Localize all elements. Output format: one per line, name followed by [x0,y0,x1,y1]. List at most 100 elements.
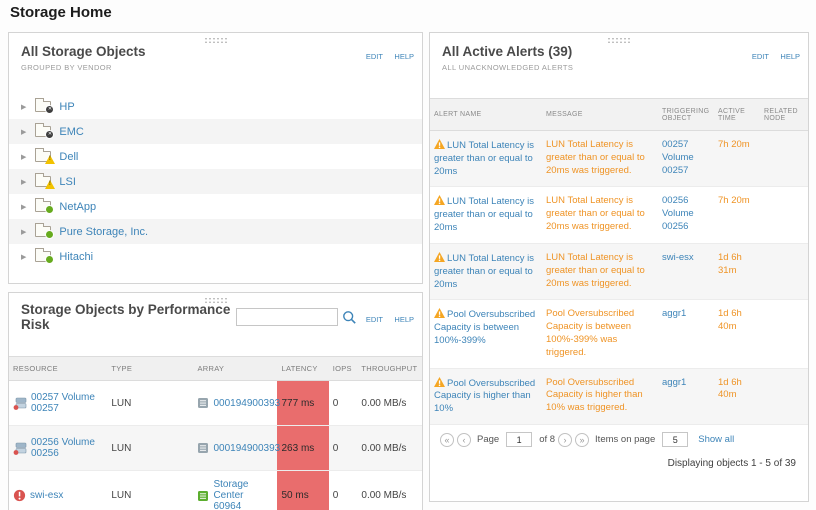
alert-name-link[interactable]: Pool Oversubscribed Capacity is between … [434,309,536,346]
prev-page-button[interactable]: ‹ [457,432,471,447]
column-header-active-time[interactable]: ACTIVE TIME [714,98,760,131]
status-badge [45,130,55,139]
vendor-row-lsi[interactable]: ▶ LSI [9,169,422,194]
vendor-link[interactable]: LSI [59,175,76,188]
critical-status-icon [13,489,26,502]
expand-arrow-icon[interactable]: ▶ [21,203,27,211]
page-number-input[interactable] [506,432,533,447]
performance-risk-table: RESOURCE TYPE ARRAY LATENCY IOPS THROUGH… [9,356,422,510]
alert-name-link[interactable]: LUN Total Latency is greater than or equ… [434,196,534,234]
help-link[interactable]: HELP [394,315,414,324]
array-link[interactable]: Storage Center 60964 [213,479,249,510]
status-badge [45,205,55,214]
iops-cell: 0 [328,470,358,510]
page-label: Page [477,434,500,445]
active-time: 7h 20m [714,186,760,244]
triggering-object-link[interactable]: 00257 Volume 00257 [662,139,694,176]
items-per-page-input[interactable] [662,432,689,447]
drag-handle-icon[interactable] [607,37,631,44]
vendor-link[interactable]: NetApp [59,200,97,213]
column-header-triggering-object[interactable]: TRIGGERING OBJECT [658,98,714,131]
column-header-message[interactable]: MESSAGE [542,98,658,131]
edit-link[interactable]: EDIT [365,315,383,324]
drag-handle-icon[interactable] [203,297,228,304]
expand-arrow-icon[interactable]: ▶ [21,103,27,111]
active-time: 7h 20m [714,130,760,188]
triggering-object-link[interactable]: aggr1 [662,308,687,320]
triggering-object-link[interactable]: 00256 Volume 00256 [662,195,694,233]
column-header-resource[interactable]: RESOURCE [9,356,108,381]
array-link[interactable]: 000194900393 [213,442,281,454]
show-all-link[interactable]: Show all [698,434,735,445]
table-header-row: RESOURCE TYPE ARRAY LATENCY IOPS THROUGH… [9,356,422,381]
panel-header: Storage Objects by Performance Risk EDIT… [9,293,422,332]
alert-name-link[interactable]: LUN Total Latency is greater than or equ… [434,140,534,177]
alert-row: Pool Oversubscribed Capacity is higher t… [430,368,808,426]
iops-cell: 0 [328,380,358,426]
column-header-alert-name[interactable]: ALERT NAME [430,98,542,131]
resource-link[interactable]: 00256 Volume 00256 [31,437,95,459]
panel-title: All Storage Objects [21,44,146,59]
drag-handle-icon[interactable] [203,37,228,44]
column-header-related-node[interactable]: RELATED NODE [760,98,808,131]
resource-link[interactable]: swi-esx [30,490,64,501]
array-link[interactable]: 000194900393 [213,397,281,409]
column-header-iops[interactable]: IOPS [328,356,358,381]
edit-link[interactable]: EDIT [365,52,383,61]
expand-arrow-icon[interactable]: ▶ [21,128,27,136]
edit-link[interactable]: EDIT [751,52,769,61]
help-link[interactable]: HELP [394,52,414,61]
alert-name-link[interactable]: Pool Oversubscribed Capacity is higher t… [434,377,536,415]
vendor-link[interactable]: HP [59,100,75,113]
alert-message: Pool Oversubscribed Capacity is between … [542,299,658,369]
type-cell: LUN [107,425,194,471]
triggering-object-link[interactable]: swi-esx [662,251,694,263]
alert-name-link[interactable]: LUN Total Latency is greater than or equ… [434,252,534,290]
type-cell: LUN [107,470,194,510]
vendor-row-hitachi[interactable]: ▶ Hitachi [9,244,422,269]
help-link[interactable]: HELP [780,52,800,61]
last-page-button[interactable]: » [575,432,590,447]
panel-header-text: All Storage Objects GROUPED BY VENDOR [21,44,146,72]
first-page-button[interactable]: « [440,432,454,447]
alert-message: LUN Total Latency is greater than or equ… [542,186,658,244]
vendor-row-dell[interactable]: ▶ Dell [9,144,422,169]
vendor-link[interactable]: Dell [59,150,79,163]
warning-icon [434,376,445,387]
warning-icon [434,195,445,206]
vendor-link[interactable]: Hitachi [59,250,94,263]
column-header-throughput[interactable]: THROUGHPUT [357,356,422,381]
page-title: Storage Home [10,4,112,21]
column-header-latency[interactable]: LATENCY [277,356,329,381]
column-header-type[interactable]: TYPE [107,356,194,381]
resource-link[interactable]: 00257 Volume 00257 [31,392,95,414]
expand-arrow-icon[interactable]: ▶ [21,253,27,261]
column-header-array[interactable]: ARRAY [193,356,278,381]
vendor-row-pure-storage[interactable]: ▶ Pure Storage, Inc. [9,219,422,244]
vendor-link[interactable]: Pure Storage, Inc. [59,225,149,238]
alert-row: LUN Total Latency is greater than or equ… [430,186,808,244]
next-page-button[interactable]: › [558,432,573,447]
vendor-row-netapp[interactable]: ▶ NetApp [9,194,422,219]
warning-icon [434,308,445,319]
expand-arrow-icon[interactable]: ▶ [21,228,27,236]
vendor-row-hp[interactable]: ▶ HP [9,94,422,119]
status-badge [45,155,56,164]
panel-links: EDIT HELP [745,44,800,64]
panel-links: EDIT HELP [359,44,414,64]
active-time: 1d 6h 31m [714,243,760,301]
vendor-folder-icon [35,173,56,189]
vendor-link[interactable]: EMC [59,125,84,138]
active-time: 1d 6h 40m [714,368,760,426]
vendor-folder-icon [35,223,55,239]
expand-arrow-icon[interactable]: ▶ [21,153,27,161]
triggering-object-link[interactable]: aggr1 [662,376,687,388]
search-button[interactable] [340,310,359,325]
latency-cell: 263 ms [277,425,329,471]
expand-arrow-icon[interactable]: ▶ [21,178,27,186]
vendor-row-emc[interactable]: ▶ EMC [9,119,422,144]
risk-search-input[interactable] [235,308,338,326]
status-badge [45,105,55,114]
panel-subtitle: ALL UNACKNOWLEDGED ALERTS [442,63,574,72]
